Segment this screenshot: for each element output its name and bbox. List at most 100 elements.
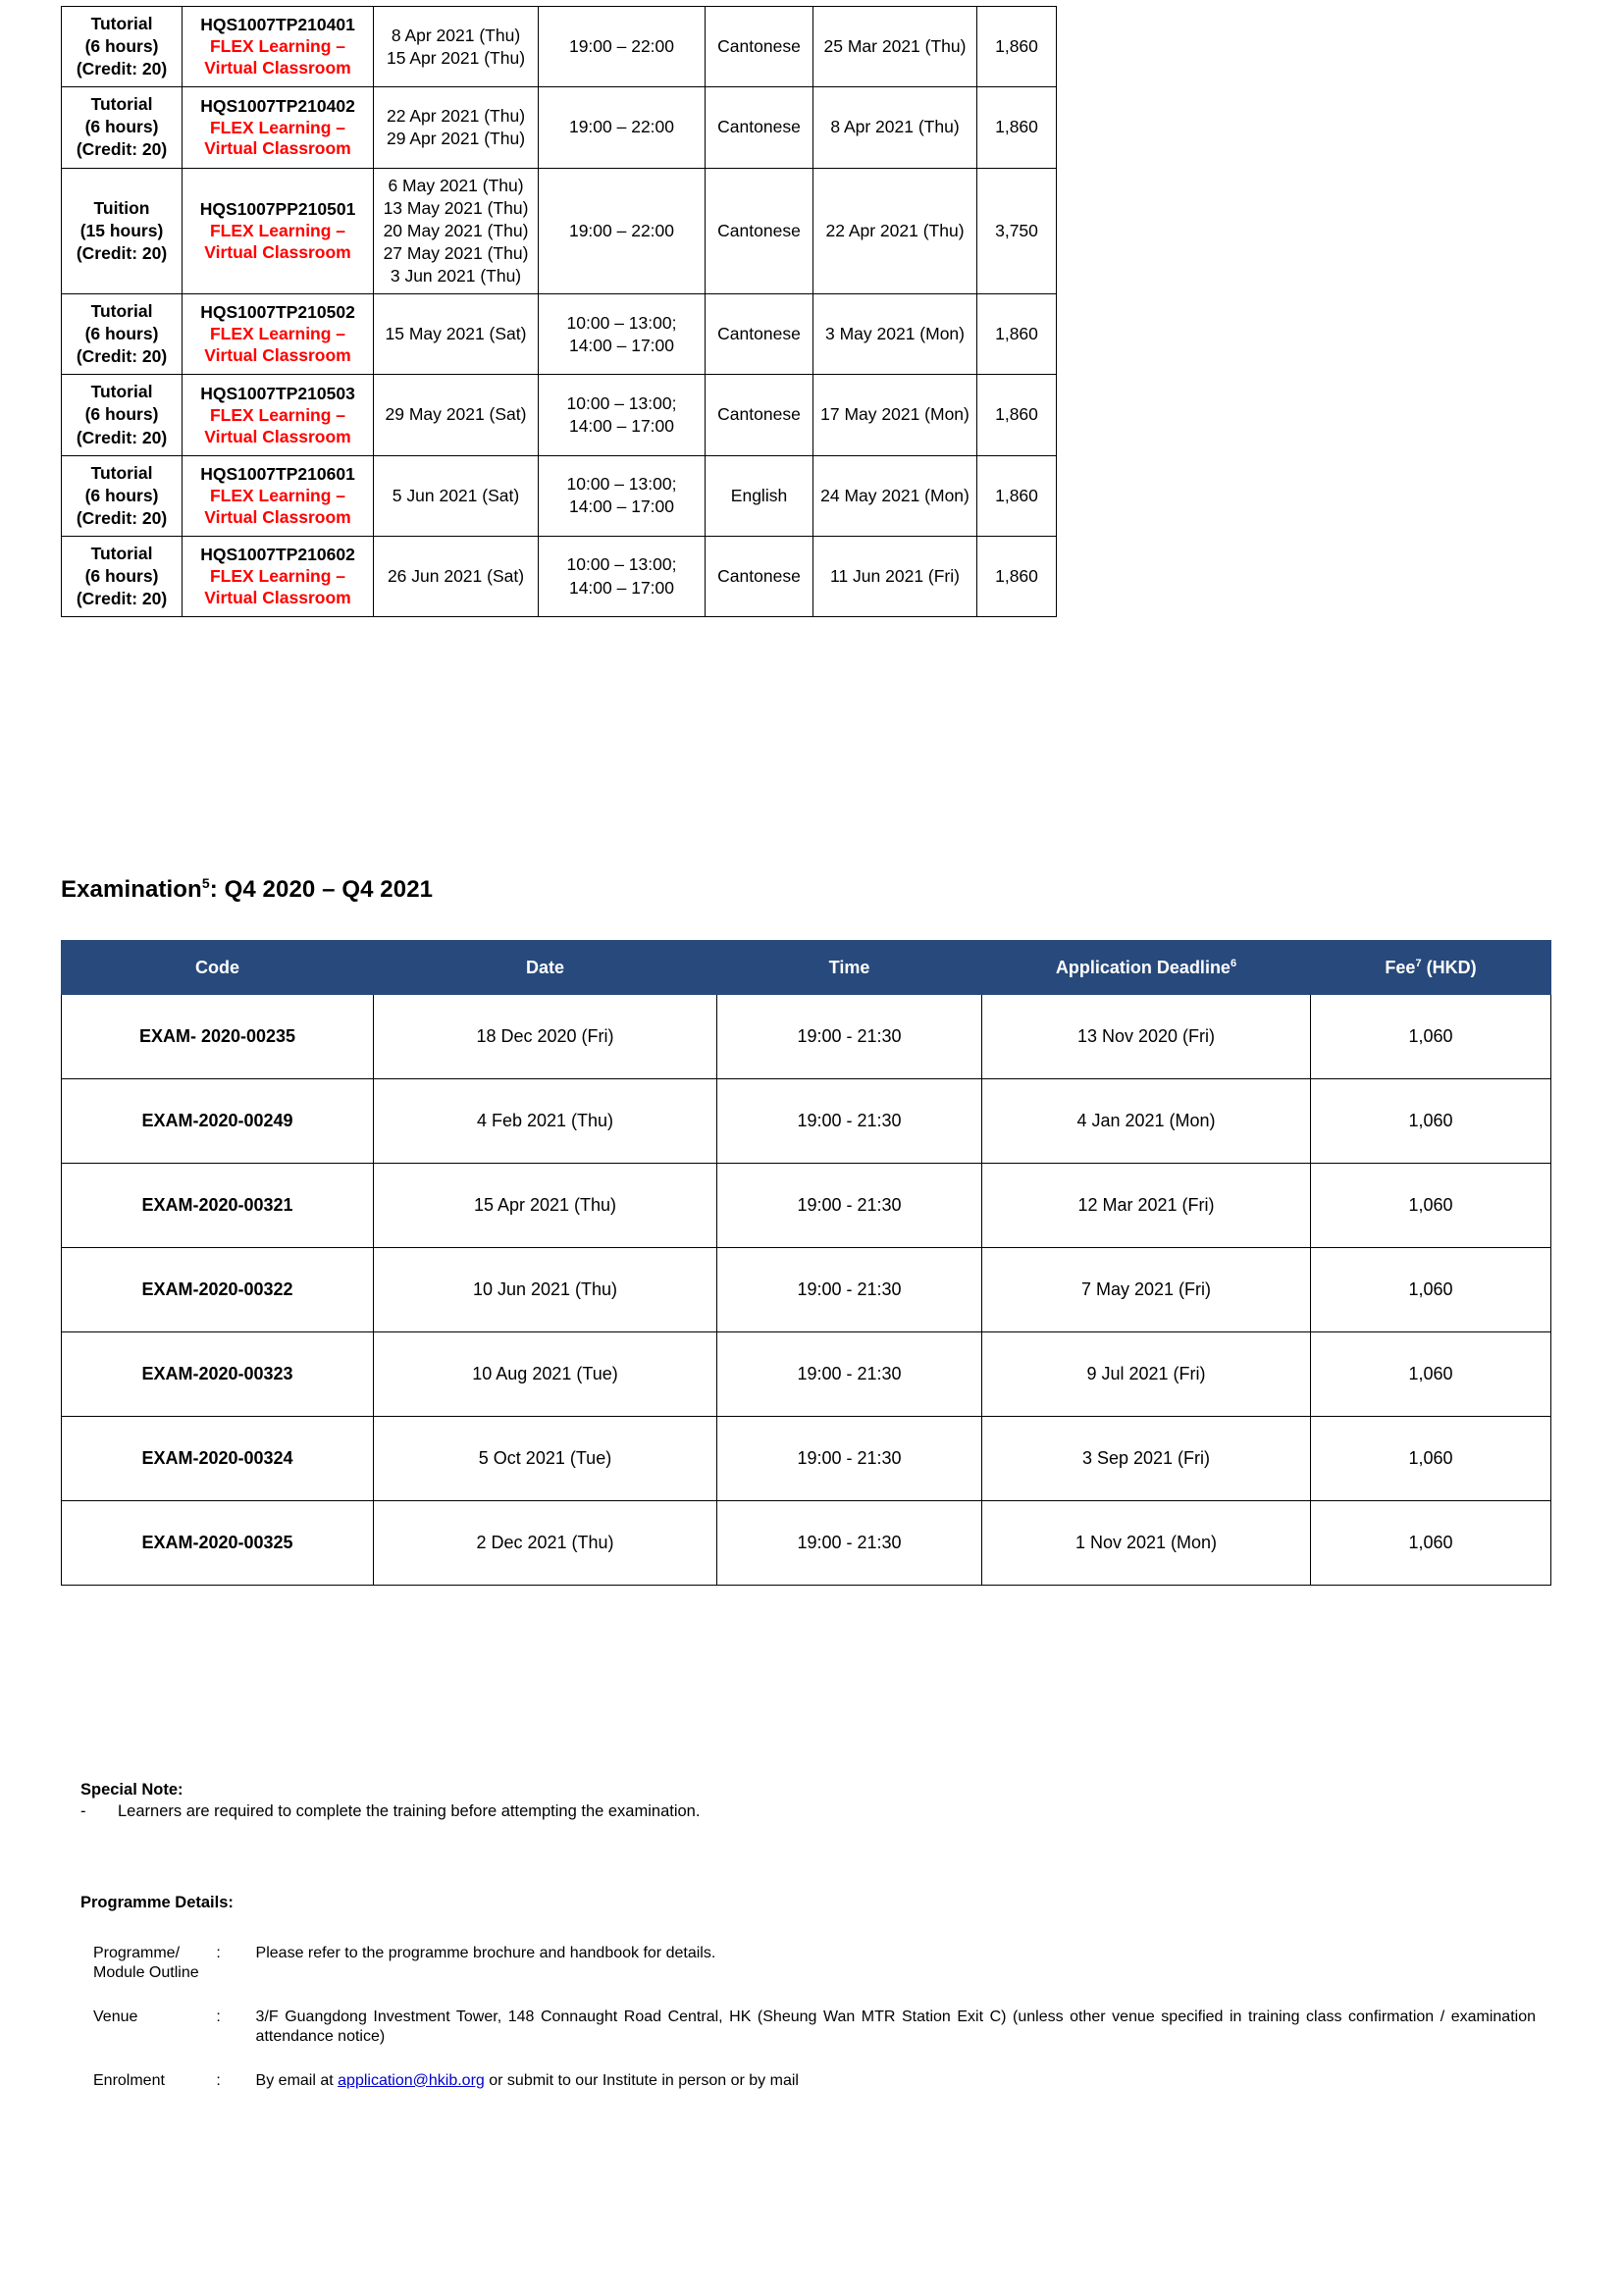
training-type-line: (15 hours) [79,220,164,240]
training-date-line: 13 May 2021 (Thu) [383,197,529,218]
training-time-cell: 10:00 – 13:00; 14:00 – 17:00 [538,535,706,618]
table-row: EXAM-2020-00323 10 Aug 2021 (Tue) 19:00 - … [61,1331,1551,1417]
training-type-line: (6 hours) [84,117,159,137]
special-note-bullet: - Learners are required to complete the … [80,1802,1454,1821]
examination-time-cell: 19:00 - 21:30 [716,994,982,1079]
training-type-cell: Tutorial (6 hours) (Credit: 20) [61,86,183,169]
training-course-code: HQS1007PP210501 [199,198,356,219]
training-code-cell: HQS1007TP210503 FLEX Learning – Virtual Cl… [182,374,374,456]
programme-details-value: Please refer to the programme brochure a… [255,1945,716,1961]
examination-table-header-row: Code Date Time Application Deadline6 Fee7 (H… [61,940,1551,995]
programme-details-label: Enrolment [93,2065,216,2109]
training-delivery-mode-line: Virtual Classroom [204,588,351,608]
training-language-cell: Cantonese [705,167,813,295]
examination-heading-period: : Q4 2020 – Q4 2021 [209,876,434,903]
programme-details-colon: : [216,2071,221,2089]
training-fee-cell: 1,860 [976,454,1057,537]
table-row: EXAM- 2020-00235 18 Dec 2020 (Fri) 19:00 -… [61,994,1551,1079]
training-fee-cell: 1,860 [976,293,1057,376]
training-time-line: 19:00 – 22:00 [568,36,675,57]
programme-details-label-line: Programme/ [93,1945,181,1961]
training-date-line: 5 Jun 2021 (Sat) [392,485,520,505]
examination-time-cell: 19:00 - 21:30 [716,1331,982,1417]
training-language-cell: Cantonese [705,535,813,618]
table-row: EXAM-2020-00324 5 Oct 2021 (Tue) 19:00 - 2… [61,1416,1551,1501]
examination-fee-cell: 1,060 [1310,1416,1551,1501]
training-type-line: (Credit: 20) [76,427,168,447]
training-type-cell: Tutorial (6 hours) (Credit: 20) [61,5,183,88]
examination-code-cell: EXAM-2020-00322 [61,1247,374,1332]
training-language-cell: Cantonese [705,5,813,88]
examination-deadline-cell: 12 Mar 2021 (Fri) [981,1163,1311,1248]
training-deadline-cell: 8 Apr 2021 (Thu) [812,86,977,169]
training-code-cell: HQS1007TP210402 FLEX Learning – Virtual Cl… [182,86,374,169]
examination-column-header-label: Application Deadline [1055,957,1231,977]
table-row: Tuition (15 hours) (Credit: 20) HQS1007PP21… [61,167,1057,295]
examination-deadline-cell: 7 May 2021 (Fri) [981,1247,1311,1332]
table-row: EXAM-2020-00325 2 Dec 2021 (Thu) 19:00 - 2… [61,1500,1551,1586]
training-course-code: HQS1007TP210401 [200,15,355,35]
examination-column-header: Code [61,940,374,995]
training-code-cell: HQS1007TP210602 FLEX Learning – Virtual Cl… [182,535,374,618]
enrolment-email-link[interactable]: application@hkib.org [338,2071,485,2089]
training-date-line: 27 May 2021 (Thu) [383,242,529,263]
examination-fee-cell: 1,060 [1310,1500,1551,1586]
training-type-cell: Tutorial (6 hours) (Credit: 20) [61,374,183,456]
training-delivery-mode-line: Virtual Classroom [204,506,351,527]
training-date-line: 8 Apr 2021 (Thu) [391,25,521,45]
training-course-code: HQS1007TP210503 [200,383,355,403]
special-note-bullet-marker: - [80,1802,86,1820]
training-fee-cell: 1,860 [976,5,1057,88]
training-date-line: 22 Apr 2021 (Thu) [386,105,526,126]
training-delivery-mode-line: Virtual Classroom [204,58,351,78]
examination-column-footnote-marker: 6 [1230,957,1237,969]
training-schedule-table: Tutorial (6 hours) (Credit: 20) HQS1007TP21… [61,5,1057,618]
special-note-title: Special Note: [80,1781,183,1799]
training-deadline-cell: 25 Mar 2021 (Thu) [812,5,977,88]
examination-column-header-label: Time [828,957,870,977]
training-type-line: Tutorial [90,14,153,33]
enrolment-text-prefix: By email at [255,2071,339,2089]
training-fee-cell: 3,750 [976,167,1057,295]
examination-fee-cell: 1,060 [1310,994,1551,1079]
examination-date-cell: 15 Apr 2021 (Thu) [373,1163,717,1248]
training-delivery-mode-line: Virtual Classroom [204,241,351,262]
training-date-line: 15 May 2021 (Sat) [385,324,527,344]
table-row: Tutorial (6 hours) (Credit: 20) HQS1007TP21… [61,454,1057,537]
programme-details-label-line: Venue [93,2008,138,2025]
training-date-line: 6 May 2021 (Thu) [388,175,524,195]
programme-details-label: Programme/Module Outline [93,1938,216,2002]
training-date-cell: 6 May 2021 (Thu) 13 May 2021 (Thu) 20 May … [373,167,539,295]
training-language-cell: Cantonese [705,293,813,376]
training-code-cell: HQS1007TP210502 FLEX Learning – Virtual Cl… [182,293,374,376]
examination-fee-cell: 1,060 [1310,1331,1551,1417]
examination-time-cell: 19:00 - 21:30 [716,1247,982,1332]
training-language-cell: Cantonese [705,374,813,456]
examination-code-cell: EXAM-2020-00321 [61,1163,374,1248]
training-type-line: (6 hours) [84,485,159,505]
training-deadline-cell: 22 Apr 2021 (Thu) [812,167,977,295]
examination-fee-cell: 1,060 [1310,1247,1551,1332]
examination-table: Code Date Time Application Deadline6 Fee7 (H… [61,940,1551,1586]
training-type-line: Tutorial [90,462,153,483]
training-course-code: HQS1007TP210601 [200,463,355,484]
programme-details-colon: : [216,2008,221,2025]
programme-details-label-line: Module Outline [93,1964,199,1982]
examination-time-cell: 19:00 - 21:30 [716,1163,982,1248]
training-schedule-table-wrapper: Tutorial (6 hours) (Credit: 20) HQS1007TP21… [61,5,1057,618]
examination-code-cell: EXAM-2020-00249 [61,1078,374,1164]
training-delivery-mode-line: Virtual Classroom [204,138,351,159]
examination-deadline-cell: 13 Nov 2020 (Fri) [981,994,1311,1079]
examination-code-cell: EXAM- 2020-00235 [61,994,374,1079]
examination-time-cell: 19:00 - 21:30 [716,1078,982,1164]
training-type-line: Tutorial [90,94,153,115]
training-deadline-cell: 3 May 2021 (Mon) [812,293,977,376]
training-code-cell: HQS1007TP210601 FLEX Learning – Virtual Cl… [182,454,374,537]
training-delivery-mode-line: FLEX Learning – [209,117,346,137]
examination-deadline-cell: 4 Jan 2021 (Mon) [981,1078,1311,1164]
examination-time-cell: 19:00 - 21:30 [716,1416,982,1501]
training-time-cell: 10:00 – 13:00; 14:00 – 17:00 [538,374,706,456]
training-time-cell: 10:00 – 13:00; 14:00 – 17:00 [538,293,706,376]
training-type-line: (6 hours) [84,324,159,344]
training-date-line: 3 Jun 2021 (Thu) [390,265,522,286]
